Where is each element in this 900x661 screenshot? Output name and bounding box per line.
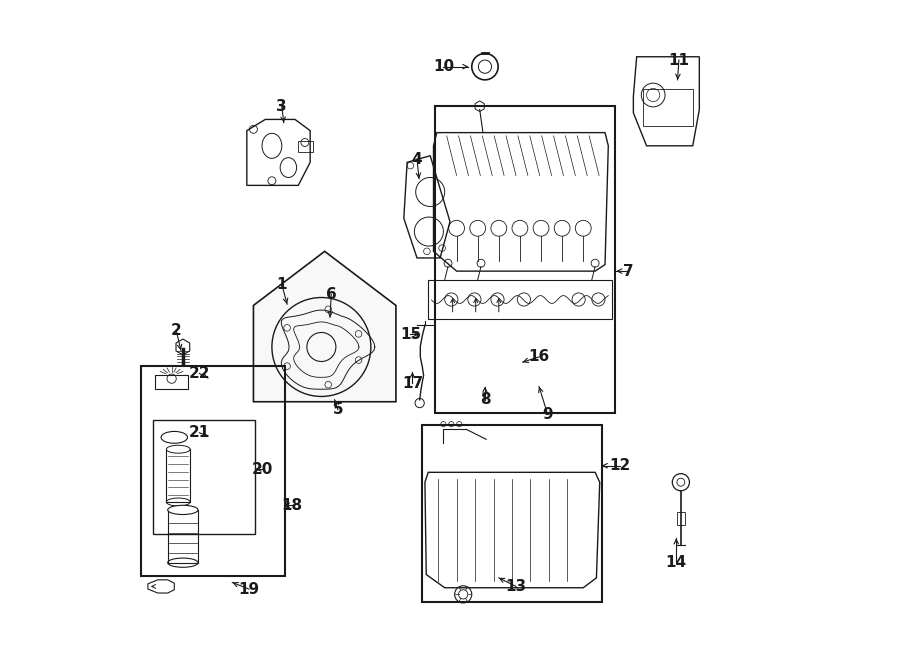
Bar — [141, 366, 285, 576]
Bar — [298, 141, 313, 153]
Text: 19: 19 — [238, 582, 259, 597]
Text: 3: 3 — [276, 98, 287, 114]
Text: 2: 2 — [171, 323, 182, 338]
Text: 5: 5 — [333, 402, 343, 417]
Text: 18: 18 — [281, 498, 302, 513]
Text: 13: 13 — [506, 579, 526, 594]
Text: 14: 14 — [666, 555, 687, 570]
Ellipse shape — [166, 446, 190, 453]
Text: 6: 6 — [326, 287, 337, 301]
Text: 16: 16 — [528, 350, 550, 364]
Text: 20: 20 — [251, 461, 273, 477]
Bar — [167, 510, 198, 563]
Text: 21: 21 — [189, 425, 210, 440]
Text: 9: 9 — [543, 407, 553, 422]
Ellipse shape — [167, 505, 198, 514]
Bar — [677, 512, 685, 525]
Bar — [436, 106, 615, 413]
Text: 15: 15 — [400, 327, 421, 342]
Text: 4: 4 — [411, 151, 422, 167]
Polygon shape — [254, 251, 396, 402]
Text: 22: 22 — [189, 366, 210, 381]
Text: 11: 11 — [669, 53, 689, 67]
Bar — [644, 89, 693, 126]
Text: 7: 7 — [623, 264, 634, 279]
Bar — [422, 426, 602, 602]
Text: 1: 1 — [276, 277, 287, 292]
Bar — [153, 420, 256, 533]
Text: 12: 12 — [609, 458, 631, 473]
Bar — [166, 449, 190, 502]
Text: 17: 17 — [401, 375, 423, 391]
Bar — [155, 375, 188, 389]
Text: 8: 8 — [480, 392, 491, 407]
Text: 10: 10 — [433, 59, 454, 74]
